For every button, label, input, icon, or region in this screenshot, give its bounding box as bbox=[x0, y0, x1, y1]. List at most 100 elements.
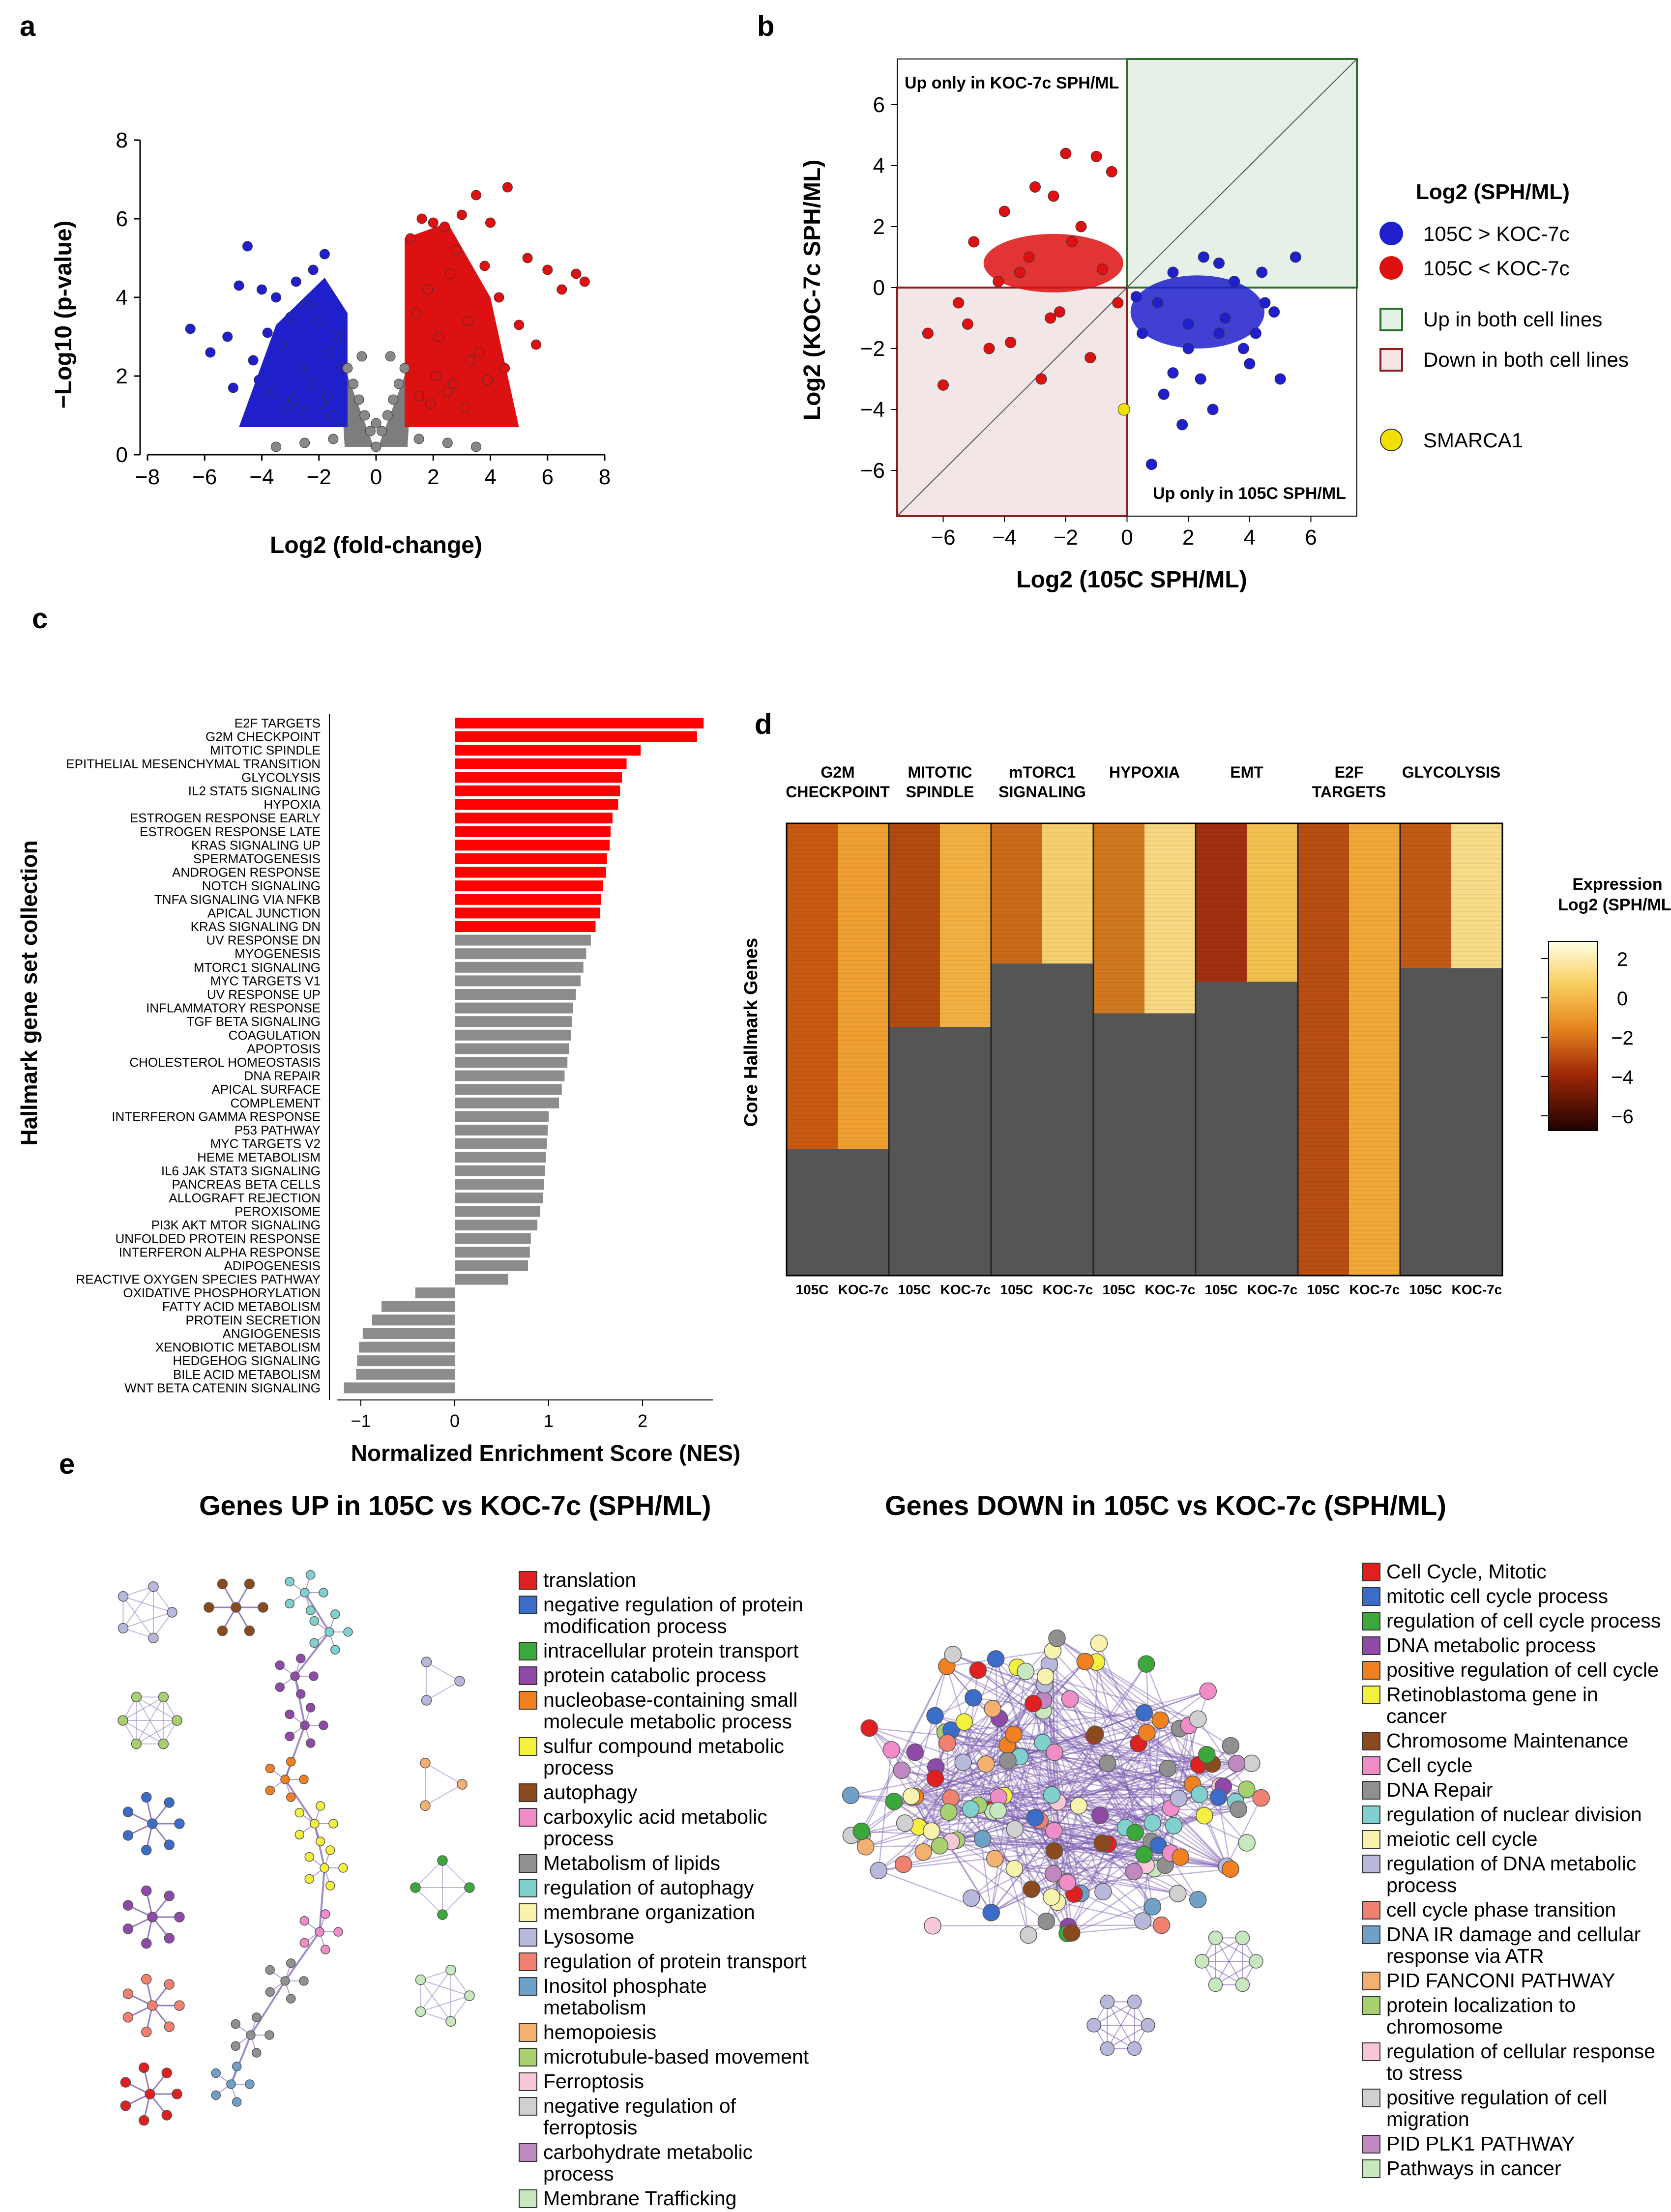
point-105c-koc-7c bbox=[1256, 266, 1268, 278]
network-node bbox=[969, 1661, 987, 1679]
panel-letter-c: c bbox=[32, 603, 48, 635]
network-node bbox=[286, 1792, 296, 1802]
network-node bbox=[265, 1785, 275, 1796]
point-105c-koc-7c bbox=[1075, 221, 1087, 233]
heatmap-column-label: KOC-7c bbox=[838, 1282, 889, 1297]
point-105c-koc-7c bbox=[1207, 404, 1219, 415]
network-edge bbox=[1025, 1671, 1199, 1720]
nes-category-label: UV RESPONSE DN bbox=[206, 933, 321, 948]
legend-label: autophagy bbox=[543, 1781, 638, 1804]
network-edge bbox=[956, 1820, 1040, 1841]
heatmap-column-label: 105C bbox=[796, 1282, 829, 1297]
nes-bar bbox=[455, 907, 601, 919]
network-node bbox=[117, 1623, 129, 1634]
network-edge bbox=[1093, 2001, 1135, 2026]
network-edge bbox=[935, 1766, 1199, 1900]
network-edge bbox=[918, 1664, 1050, 1828]
legend-label: nucleobase-containing small molecule met… bbox=[543, 1688, 798, 1733]
point-down bbox=[322, 390, 333, 401]
heatmap-group-label: SPINDLE bbox=[906, 783, 974, 801]
heatmap-column-fill bbox=[1196, 823, 1247, 982]
colorbar-title-1: Expression bbox=[1572, 875, 1662, 894]
network-node bbox=[842, 1786, 860, 1805]
nes-bar bbox=[381, 1301, 455, 1312]
network-node bbox=[1151, 1711, 1169, 1729]
network-edge bbox=[1095, 1719, 1161, 1735]
network-edge bbox=[123, 1612, 173, 1629]
legend-label: carbohydrate metabolic process bbox=[543, 2141, 753, 2185]
legend-label: PID FANCONI PATHWAY bbox=[1386, 1969, 1615, 1992]
network-node bbox=[309, 1671, 319, 1681]
network-edge bbox=[893, 1703, 1034, 1802]
nes-category-label: INFLAMMATORY RESPONSE bbox=[146, 1001, 321, 1016]
network-node bbox=[343, 1627, 353, 1637]
point-105c-koc-7c bbox=[1290, 251, 1301, 263]
point-105c-koc-7c bbox=[1097, 263, 1109, 275]
x-tick-label: −6 bbox=[192, 465, 217, 489]
colorbar bbox=[1548, 941, 1598, 1131]
network-node bbox=[1036, 1667, 1055, 1686]
network-node bbox=[305, 1570, 316, 1580]
nes-bar bbox=[455, 961, 584, 973]
network-node bbox=[870, 1862, 888, 1879]
legend-swatch bbox=[1362, 2042, 1380, 2061]
network-edge bbox=[284, 1778, 316, 1825]
network-node bbox=[1159, 1759, 1177, 1777]
point-ns bbox=[348, 378, 358, 389]
point-down bbox=[317, 398, 327, 409]
network-node bbox=[204, 1602, 214, 1613]
point-up bbox=[416, 213, 427, 224]
network-edge bbox=[294, 1631, 330, 1677]
network-node bbox=[164, 1839, 175, 1850]
network-node bbox=[1249, 1954, 1263, 1969]
network-node bbox=[1076, 1653, 1094, 1670]
network-node bbox=[164, 1891, 175, 1901]
network-node bbox=[305, 1703, 316, 1713]
legend-item: Chromosome Maintenance bbox=[1362, 1730, 1662, 1751]
nes-bar bbox=[455, 1206, 540, 1217]
network-edge bbox=[1003, 1785, 1221, 1797]
point-up bbox=[542, 264, 553, 275]
network-node bbox=[300, 1588, 310, 1598]
network-node bbox=[164, 1797, 175, 1808]
network-node bbox=[1099, 1754, 1116, 1773]
network-edge bbox=[420, 1979, 451, 2022]
network-node bbox=[415, 2006, 426, 2017]
network-edge bbox=[1078, 1724, 1190, 1806]
colorbar-title-2: Log2 (SPH/ML) bbox=[1558, 896, 1671, 914]
legend-label-green: Up in both cell lines bbox=[1423, 308, 1602, 331]
network-edge bbox=[294, 1676, 306, 1726]
legend-label: Lysosome bbox=[543, 1925, 635, 1948]
network-edge bbox=[1197, 1718, 1247, 1790]
network-node bbox=[122, 2012, 134, 2023]
network-edge bbox=[1080, 1832, 1136, 1894]
network-node bbox=[962, 1889, 980, 1907]
point-down bbox=[296, 363, 307, 374]
point-up bbox=[502, 182, 513, 193]
panel-letter-a: a bbox=[20, 10, 36, 42]
point-ns bbox=[377, 426, 387, 437]
network-node bbox=[251, 2048, 262, 2058]
legend-swatch bbox=[519, 1903, 537, 1922]
point-down bbox=[308, 264, 319, 275]
heatmap-group-label: HYPOXIA bbox=[1109, 763, 1180, 781]
network-edge bbox=[1098, 1643, 1174, 1826]
heatmap-group-label: MITOTIC bbox=[908, 763, 972, 781]
heatmap-ylabel: Core Hallmark Genes bbox=[741, 938, 762, 1127]
legend-item: translation bbox=[519, 1569, 814, 1591]
nes-category-label: MYC TARGETS V2 bbox=[210, 1136, 321, 1151]
point-ns bbox=[470, 441, 481, 452]
network-edge bbox=[1044, 1685, 1075, 1894]
network-node bbox=[1004, 1725, 1023, 1744]
point-ns bbox=[365, 426, 376, 437]
network-edge bbox=[901, 1770, 949, 1813]
network-node bbox=[325, 1845, 335, 1855]
network-node bbox=[164, 2021, 175, 2032]
point-down bbox=[325, 347, 336, 358]
network-edge bbox=[1178, 1763, 1237, 1799]
point-ns bbox=[271, 441, 282, 452]
nes-bar bbox=[455, 1274, 508, 1285]
nes-category-label: ANGIOGENESIS bbox=[223, 1326, 321, 1341]
point-105c-koc-7c bbox=[1014, 266, 1026, 278]
network-node bbox=[1135, 1846, 1153, 1863]
